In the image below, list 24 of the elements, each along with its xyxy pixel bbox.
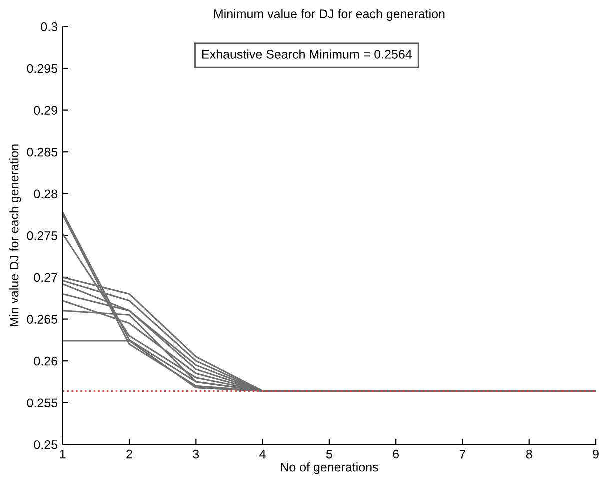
- y-tick-label: 0.275: [27, 232, 58, 240]
- x-axis-title: No of generations: [281, 462, 378, 474]
- y-tick-label: 0.3: [41, 22, 58, 32]
- y-tick-label: 0.25: [34, 440, 58, 450]
- annotation: Exhaustive Search Minimum = 0.2564: [202, 50, 412, 59]
- y-tick-label: 0.28: [34, 190, 58, 199]
- x-tick-label: 4: [260, 450, 266, 459]
- x-tick-label: 6: [393, 450, 400, 459]
- y-tick-label: 0.295: [27, 64, 58, 74]
- chart-title: Minimum value for DJ for each generation: [214, 9, 445, 21]
- x-tick-label: 1: [60, 450, 66, 459]
- y-tick-label: 0.265: [27, 315, 58, 324]
- y-tick-label: 0.29: [34, 106, 58, 115]
- y-axis-title: Min value DJ for each generation: [10, 144, 22, 326]
- y-tick-label: 0.255: [27, 398, 58, 408]
- y-tick-label: 0.285: [27, 148, 58, 157]
- x-tick-label: 8: [526, 450, 532, 459]
- x-tick-label: 3: [193, 450, 200, 459]
- x-tick-label: 9: [593, 450, 599, 459]
- x-tick-label: 5: [326, 450, 332, 459]
- y-tick-label: 0.26: [34, 356, 58, 366]
- x-tick-label: 2: [126, 450, 132, 459]
- x-tick-label: 7: [460, 450, 466, 459]
- y-tick-label: 0.27: [34, 273, 58, 282]
